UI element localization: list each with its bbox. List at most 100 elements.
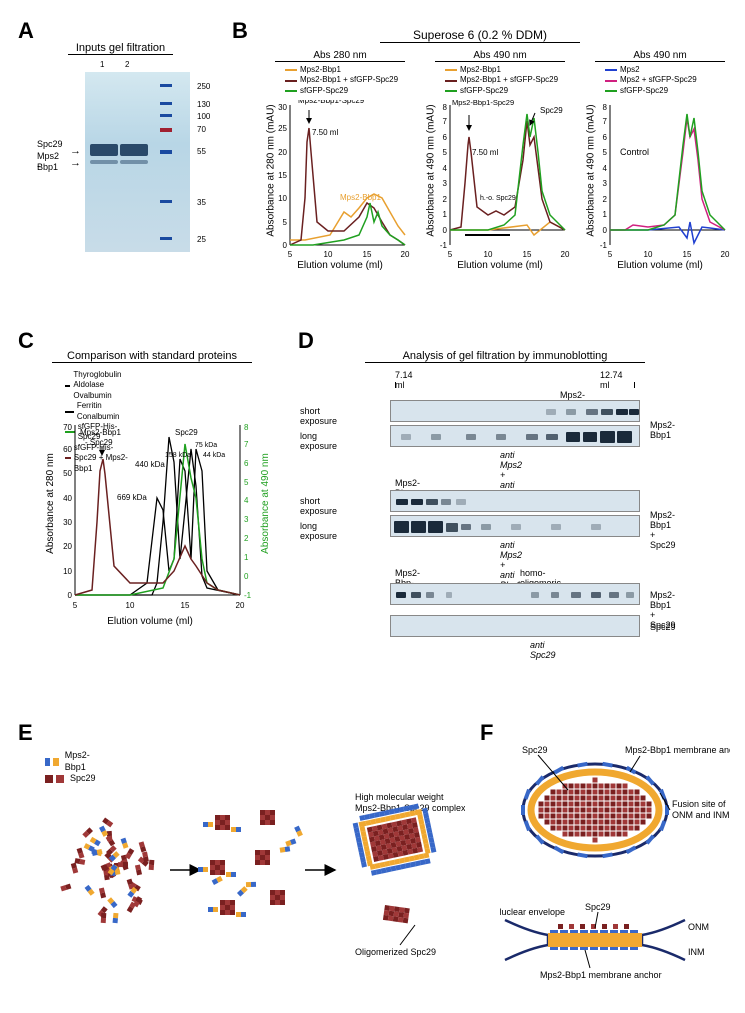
chart-c-xlabel: Elution volume (ml) xyxy=(45,616,255,627)
svg-text:20: 20 xyxy=(278,148,287,157)
svg-text:3: 3 xyxy=(244,515,249,524)
svg-text:INM: INM xyxy=(688,947,705,957)
e-stage2 xyxy=(205,805,305,925)
svg-text:3: 3 xyxy=(443,179,448,188)
svg-text:2: 2 xyxy=(603,195,608,204)
chart-b2-legend: Mps2-Bbp1 Mps2-Bbp1 + sfGFP-Spc29 sfGFP-… xyxy=(445,65,558,96)
svg-text:15: 15 xyxy=(363,250,372,259)
svg-text:-1: -1 xyxy=(244,591,252,600)
svg-text:15: 15 xyxy=(523,250,532,259)
svg-text:20: 20 xyxy=(561,250,570,259)
svg-text:40: 40 xyxy=(63,494,72,503)
svg-text:15: 15 xyxy=(181,601,190,610)
svg-text:5: 5 xyxy=(608,250,613,259)
chart-c-svg: 01020 304050 6070 -101 234 5678 5101520 … xyxy=(45,420,275,630)
svg-text:-1: -1 xyxy=(600,241,608,250)
svg-text:Mps2-Bbp1 membrane anchor: Mps2-Bbp1 membrane anchor xyxy=(625,745,730,755)
bbp1-label: Bbp1 xyxy=(37,162,58,172)
svg-text:Mps2-Bbp1-Spc29: Mps2-Bbp1-Spc29 xyxy=(452,100,514,107)
row-right-label: Spc29 xyxy=(650,622,676,632)
svg-text:7.50 ml: 7.50 ml xyxy=(312,128,338,137)
svg-text:60: 60 xyxy=(63,445,72,454)
svg-text:8: 8 xyxy=(244,423,249,432)
mw-marker: 70 xyxy=(197,125,206,134)
antibody-label: anti Spc29 xyxy=(530,640,556,660)
range-bracket xyxy=(395,382,635,388)
svg-text:10: 10 xyxy=(126,601,135,610)
row-label: long exposure xyxy=(300,431,337,451)
blot-2 xyxy=(390,425,640,447)
svg-text:15: 15 xyxy=(278,171,287,180)
svg-text:20: 20 xyxy=(236,601,245,610)
svg-text:20: 20 xyxy=(721,250,730,259)
svg-text:10: 10 xyxy=(644,250,653,259)
svg-text:50: 50 xyxy=(63,469,72,478)
chart-c-ylabel-right: Absorbance at 490 nm xyxy=(260,453,271,554)
svg-text:2: 2 xyxy=(244,534,249,543)
svg-text:0: 0 xyxy=(283,241,288,250)
svg-text:5: 5 xyxy=(283,218,288,227)
svg-text:10: 10 xyxy=(324,250,333,259)
e-stage1 xyxy=(53,810,163,920)
mw-marker: 100 xyxy=(197,112,210,121)
svg-text:5: 5 xyxy=(288,250,293,259)
chart-b3-xlabel: Elution volume (ml) xyxy=(585,260,735,271)
marker-band xyxy=(160,237,172,240)
svg-text:Spc29: Spc29 xyxy=(175,428,198,437)
mw-marker: 55 xyxy=(197,147,206,156)
legend-label: Mps2-Bbp1 xyxy=(300,65,341,75)
lane-1: 1 xyxy=(100,60,104,69)
svg-text:4: 4 xyxy=(603,164,608,173)
svg-text:5: 5 xyxy=(603,148,608,157)
panel-c-title: Comparison with standard proteins xyxy=(52,350,252,363)
chart-b3-svg: -101 234 5678 5101520 Control xyxy=(585,100,735,270)
gel-image xyxy=(85,72,190,252)
panel-d-title: Analysis of gel filtration by immunoblot… xyxy=(365,350,645,363)
chart-b2-title: Abs 490 nm xyxy=(435,50,565,62)
panel-a-label: A xyxy=(18,18,34,44)
svg-text:0: 0 xyxy=(68,591,73,600)
blot-1 xyxy=(390,400,640,422)
svg-text:Spc29: Spc29 xyxy=(540,106,563,115)
svg-text:3: 3 xyxy=(603,179,608,188)
svg-text:0: 0 xyxy=(443,226,448,235)
legend-label: sfGFP-Spc29 xyxy=(620,86,668,96)
svg-text:7.50 ml: 7.50 ml xyxy=(472,148,498,157)
svg-text:Mps2-Bbp1: Mps2-Bbp1 xyxy=(80,428,121,437)
svg-text:2: 2 xyxy=(443,195,448,204)
svg-text:158 kDa: 158 kDa xyxy=(165,452,191,459)
lane-2: 2 xyxy=(125,60,129,69)
svg-text:15: 15 xyxy=(683,250,692,259)
blot-3 xyxy=(390,490,640,512)
spc29-label: Spc29 xyxy=(37,139,63,149)
chart-b1-ylabel: Absorbance at 280 nm (mAU) xyxy=(266,104,277,236)
svg-text:7: 7 xyxy=(244,440,249,449)
panel-a-title: Inputs gel filtration xyxy=(68,42,173,55)
svg-text:5: 5 xyxy=(244,478,249,487)
svg-text:ONM: ONM xyxy=(688,922,709,932)
legend-label: Mps2 xyxy=(620,65,640,75)
chart-b2-ylabel: Absorbance at 490 nm (mAU) xyxy=(426,104,437,236)
mw-marker: 130 xyxy=(197,100,210,109)
svg-text:High molecular weight: High molecular weight xyxy=(355,792,444,802)
svg-text:6: 6 xyxy=(244,459,249,468)
gel-band-main2 xyxy=(120,144,148,156)
svg-text:70: 70 xyxy=(63,423,72,432)
legend-label: Mps2 + sfGFP-Spc29 xyxy=(620,75,697,85)
svg-text:Spc29: Spc29 xyxy=(522,745,548,755)
svg-text:Mps2-Bbp1 membrane anchor: Mps2-Bbp1 membrane anchor xyxy=(540,970,662,980)
row-label: long exposure xyxy=(300,521,337,541)
svg-text:Oligomerized Spc29: Oligomerized Spc29 xyxy=(355,947,436,957)
svg-text:20: 20 xyxy=(401,250,410,259)
svg-text:669 kDa: 669 kDa xyxy=(117,493,147,502)
panel-f: Spc29 Mps2-Bbp1 membrane anchor Fusion s… xyxy=(500,745,730,988)
svg-text:75 kDa: 75 kDa xyxy=(195,442,217,449)
chart-b2-svg: -101 234 5678 5101520 Mps2-Bbp1-Spc29 Sp… xyxy=(425,100,575,270)
legend-label: sfGFP-Spc29 xyxy=(460,86,508,96)
svg-text:-1: -1 xyxy=(440,241,448,250)
svg-text:10: 10 xyxy=(63,567,72,576)
blot-5 xyxy=(390,583,640,605)
chart-b1: Abs 280 nm Mps2-Bbp1 Mps2-Bbp1 + sfGFP-S… xyxy=(265,50,405,62)
svg-text:10: 10 xyxy=(484,250,493,259)
svg-text:ONM and INM: ONM and INM xyxy=(672,810,730,820)
